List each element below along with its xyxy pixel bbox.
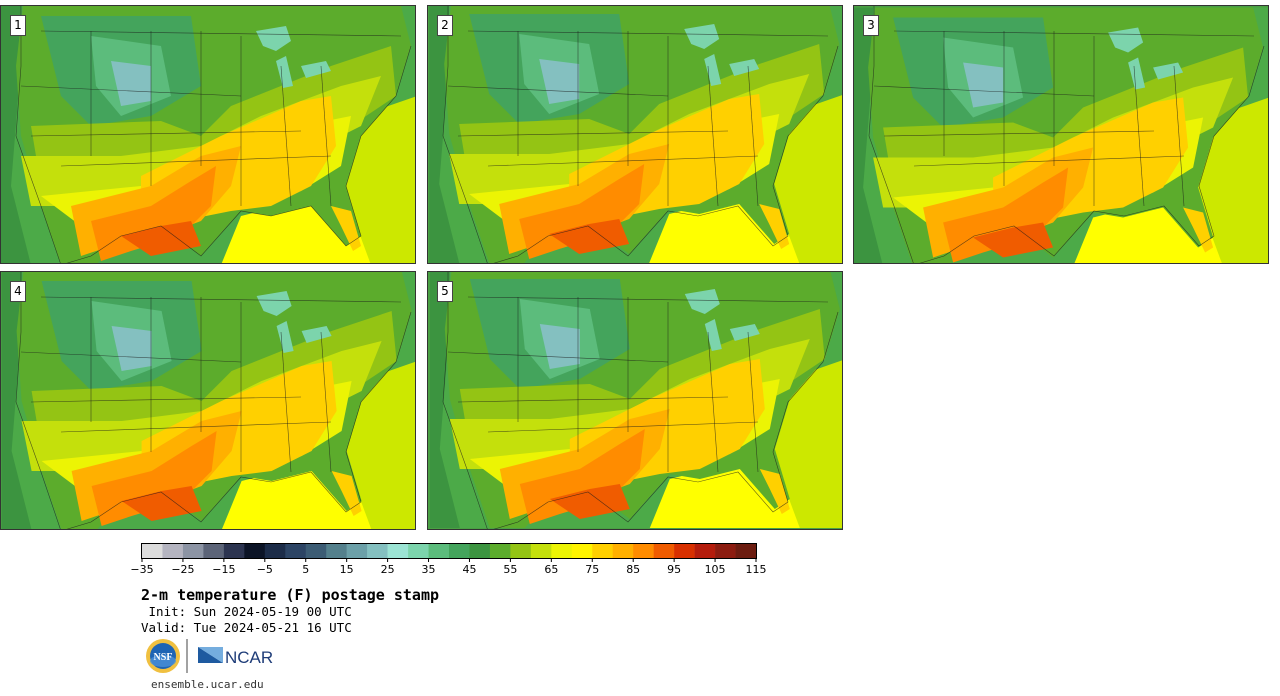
website-url: ensemble.ucar.edu xyxy=(151,678,264,691)
colorbar-segment xyxy=(469,544,491,558)
colorbar-segment xyxy=(305,544,327,558)
colorbar-segment xyxy=(285,544,307,558)
colorbar-tick-label: −5 xyxy=(256,563,273,576)
colorbar-tick-label: −35 xyxy=(130,563,154,576)
map-panel-5: 5 xyxy=(427,271,843,530)
colorbar-tick-label: 45 xyxy=(462,563,477,576)
state-borders xyxy=(15,272,412,529)
colorbar-segment xyxy=(223,544,245,558)
panel-number: 1 xyxy=(10,15,26,36)
colorbar-tick-label: 105 xyxy=(704,563,726,576)
colorbar-segment xyxy=(182,544,204,558)
colorbar-tick-label: 85 xyxy=(626,563,641,576)
logos: NSF NCAR xyxy=(145,637,275,675)
colorbar-tick-label: 115 xyxy=(745,563,767,576)
colorbar-tick-label: 95 xyxy=(667,563,682,576)
temperature-field xyxy=(1,6,415,263)
nsf-logo-text: NSF xyxy=(154,652,173,663)
temperature-field xyxy=(429,272,842,528)
colorbar-segment xyxy=(203,544,225,558)
colorbar-segment xyxy=(489,544,511,558)
state-borders xyxy=(442,272,839,529)
colorbar-segment xyxy=(408,544,429,558)
colorbar-segment xyxy=(530,544,552,558)
state-borders xyxy=(15,6,412,263)
temperature-field xyxy=(854,7,1268,263)
colorbar-segment xyxy=(735,544,757,558)
state-borders xyxy=(442,6,839,263)
valid-time: Valid: Tue 2024-05-21 16 UTC xyxy=(141,620,352,635)
colorbar-tick-label: 75 xyxy=(585,563,600,576)
colorbar-segment xyxy=(571,544,593,558)
colorbar-tick-label: 15 xyxy=(339,563,354,576)
colorbar-tick-label: −25 xyxy=(171,563,195,576)
colorbar-segment xyxy=(346,544,368,558)
map-panel-4: 4 xyxy=(0,271,416,530)
colorbar-segment xyxy=(449,544,470,558)
state-borders xyxy=(868,6,1265,263)
colorbar-segment xyxy=(674,544,695,558)
ncar-logo: NCAR xyxy=(198,647,273,667)
colorbar-segment xyxy=(244,544,266,558)
colorbar-segment xyxy=(633,544,654,558)
colorbar-segment xyxy=(715,544,736,558)
colorbar-tick-label: −15 xyxy=(212,563,236,576)
temperature-field xyxy=(1,272,415,529)
panel-number: 5 xyxy=(437,281,453,302)
colorbar-segment xyxy=(428,544,450,558)
map-panel-2: 2 xyxy=(427,5,843,264)
colorbar-segment xyxy=(264,544,286,558)
colorbar-segment xyxy=(694,544,716,558)
colorbar-tick-label: 55 xyxy=(503,563,518,576)
colorbar-segment xyxy=(510,544,532,558)
nsf-logo: NSF xyxy=(146,639,180,673)
colorbar-tick-label: 25 xyxy=(380,563,395,576)
panel-number: 4 xyxy=(10,281,26,302)
colorbar-segment xyxy=(592,544,614,558)
colorbar-tick-label: 65 xyxy=(544,563,559,576)
colorbar-segment xyxy=(612,544,634,558)
colorbar-segment xyxy=(162,544,184,558)
map-panel-1: 1 xyxy=(0,5,416,264)
colorbar-segment xyxy=(142,544,163,558)
temperature-field xyxy=(429,6,842,263)
figure-title: 2-m temperature (F) postage stamp xyxy=(141,586,440,604)
colorbar-segment xyxy=(551,544,573,558)
colorbar-segment xyxy=(387,544,409,558)
map-panel-3: 3 xyxy=(853,5,1269,264)
colorbar-segment xyxy=(326,544,347,558)
colorbar-segment xyxy=(367,544,388,558)
init-time: Init: Sun 2024-05-19 00 UTC xyxy=(141,604,352,619)
ncar-logo-text: NCAR xyxy=(225,648,273,667)
panel-number: 2 xyxy=(437,15,453,36)
colorbar-tick-label: 5 xyxy=(302,563,310,576)
panel-number: 3 xyxy=(863,15,879,36)
colorbar-segment xyxy=(653,544,675,558)
colorbar xyxy=(141,543,757,562)
colorbar-tick-label: 35 xyxy=(421,563,436,576)
